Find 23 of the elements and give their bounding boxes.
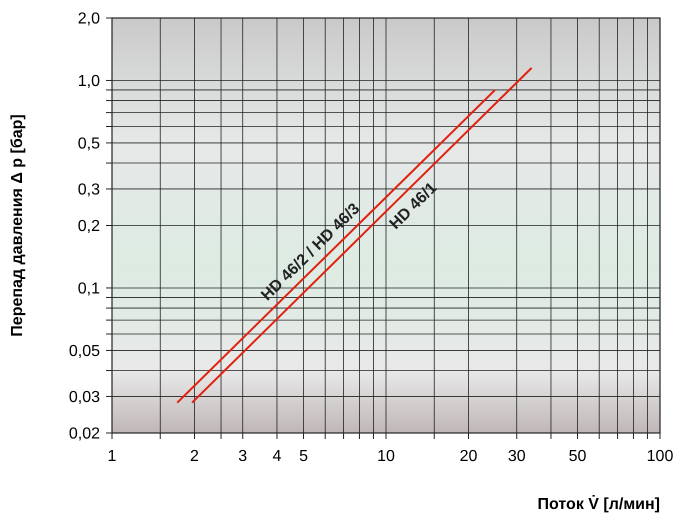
x-tick-label: 3 (238, 448, 248, 465)
text: HD 46/2 / HD 46/3 (258, 200, 364, 304)
y-tick-label: 0,5 (78, 136, 100, 153)
y-tick-label: 0,3 (78, 182, 100, 199)
x-tick-label: 2 (190, 448, 200, 465)
y-tick-label: 1,0 (78, 73, 100, 90)
y-tick-label: 2,0 (78, 10, 100, 28)
x-axis-title: Поток V̇ [л/мин] (538, 494, 660, 513)
y-tick-label: 0,2 (78, 218, 100, 236)
y-tick-label: 0,05 (68, 343, 100, 360)
y-axis-title: Перепад давления Δ p [бар] (9, 114, 26, 337)
x-tick-label: 5 (299, 448, 308, 465)
x-tick-label: 100 (646, 448, 674, 465)
y-tick-label: 0,03 (68, 389, 100, 406)
text: HD 46/1 (386, 179, 440, 233)
y-tick-label: 0,1 (78, 280, 100, 298)
x-tick-label: 20 (460, 448, 478, 465)
y-tick-label: 0,02 (68, 426, 100, 443)
x-tick-label: 50 (568, 448, 587, 465)
x-tick-label: 1 (108, 448, 117, 465)
x-tick-label: 30 (508, 448, 526, 465)
x-tick-label: 4 (272, 448, 282, 465)
x-tick-label: 10 (377, 448, 395, 465)
